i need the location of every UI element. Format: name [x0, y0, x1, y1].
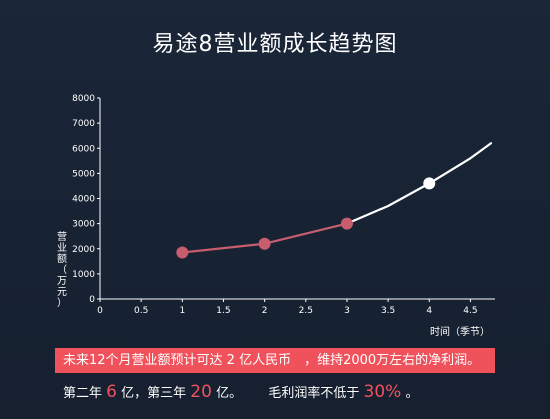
- margin-suffix: 。: [405, 386, 419, 401]
- forecast-banner: [55, 348, 495, 373]
- x-tick-label: 4.5: [463, 306, 477, 316]
- tick-labels: 0 1000 2000 3000 4000 5000 6000 7000 8000 0 0.5 1 1.…: [57, 94, 490, 338]
- y-tick-label: 5000: [72, 169, 95, 179]
- year2-suffix: 亿，第三年: [121, 386, 187, 401]
- y-tick-label: 3000: [72, 220, 95, 230]
- y-tick-label: 7000: [72, 119, 95, 129]
- y-tick-label: 4000: [72, 195, 95, 205]
- data-point-1: [176, 246, 189, 259]
- x-tick-label: 0.5: [134, 306, 148, 316]
- y-tick-label: 2000: [72, 245, 95, 255]
- x-tick-label: 1: [179, 306, 185, 316]
- y-tick-label: 6000: [72, 144, 95, 154]
- margin-value: 30%: [363, 382, 402, 402]
- margin-prefix: 毛利润率不低于: [268, 386, 360, 401]
- growth-note: 第二年 6 亿，第三年 20 亿。 毛利润率不低于 30% 。: [63, 381, 418, 405]
- x-tick-label: 1.5: [216, 306, 230, 316]
- y-tick-label: 8000: [72, 94, 95, 104]
- year2-prefix: 第二年: [63, 386, 103, 401]
- x-tick-label: 2: [262, 306, 268, 316]
- data-markers: [176, 177, 436, 259]
- year3-suffix: 亿。: [216, 386, 243, 401]
- x-tick-label: 4: [426, 306, 432, 316]
- axes: [97, 97, 495, 302]
- x-axis-title: 时间（季节）: [430, 325, 490, 338]
- y-tick-label: 1000: [72, 270, 95, 280]
- x-tick-label: 3.5: [381, 306, 395, 316]
- year3-value: 20: [190, 382, 212, 402]
- x-tick-label: 2.5: [299, 306, 313, 316]
- chart-title: 易途8营业额成长趋势图: [152, 32, 398, 57]
- year2-value: 6: [106, 382, 117, 402]
- series-lines: [181, 142, 493, 254]
- data-point-2: [258, 237, 271, 250]
- data-point-4: [423, 177, 436, 190]
- y-tick-label: 0: [89, 295, 95, 305]
- x-tick-label: 0: [97, 306, 103, 316]
- series-line-2: [345, 142, 493, 225]
- data-point-3: [340, 217, 353, 230]
- y-axis-title: 营业额（万元）: [57, 230, 67, 309]
- forecast-note: 未来12个月营业额预计可达 2 亿人民币 ，维持2000万左右的净利润。: [63, 353, 481, 368]
- x-tick-label: 3: [344, 306, 350, 316]
